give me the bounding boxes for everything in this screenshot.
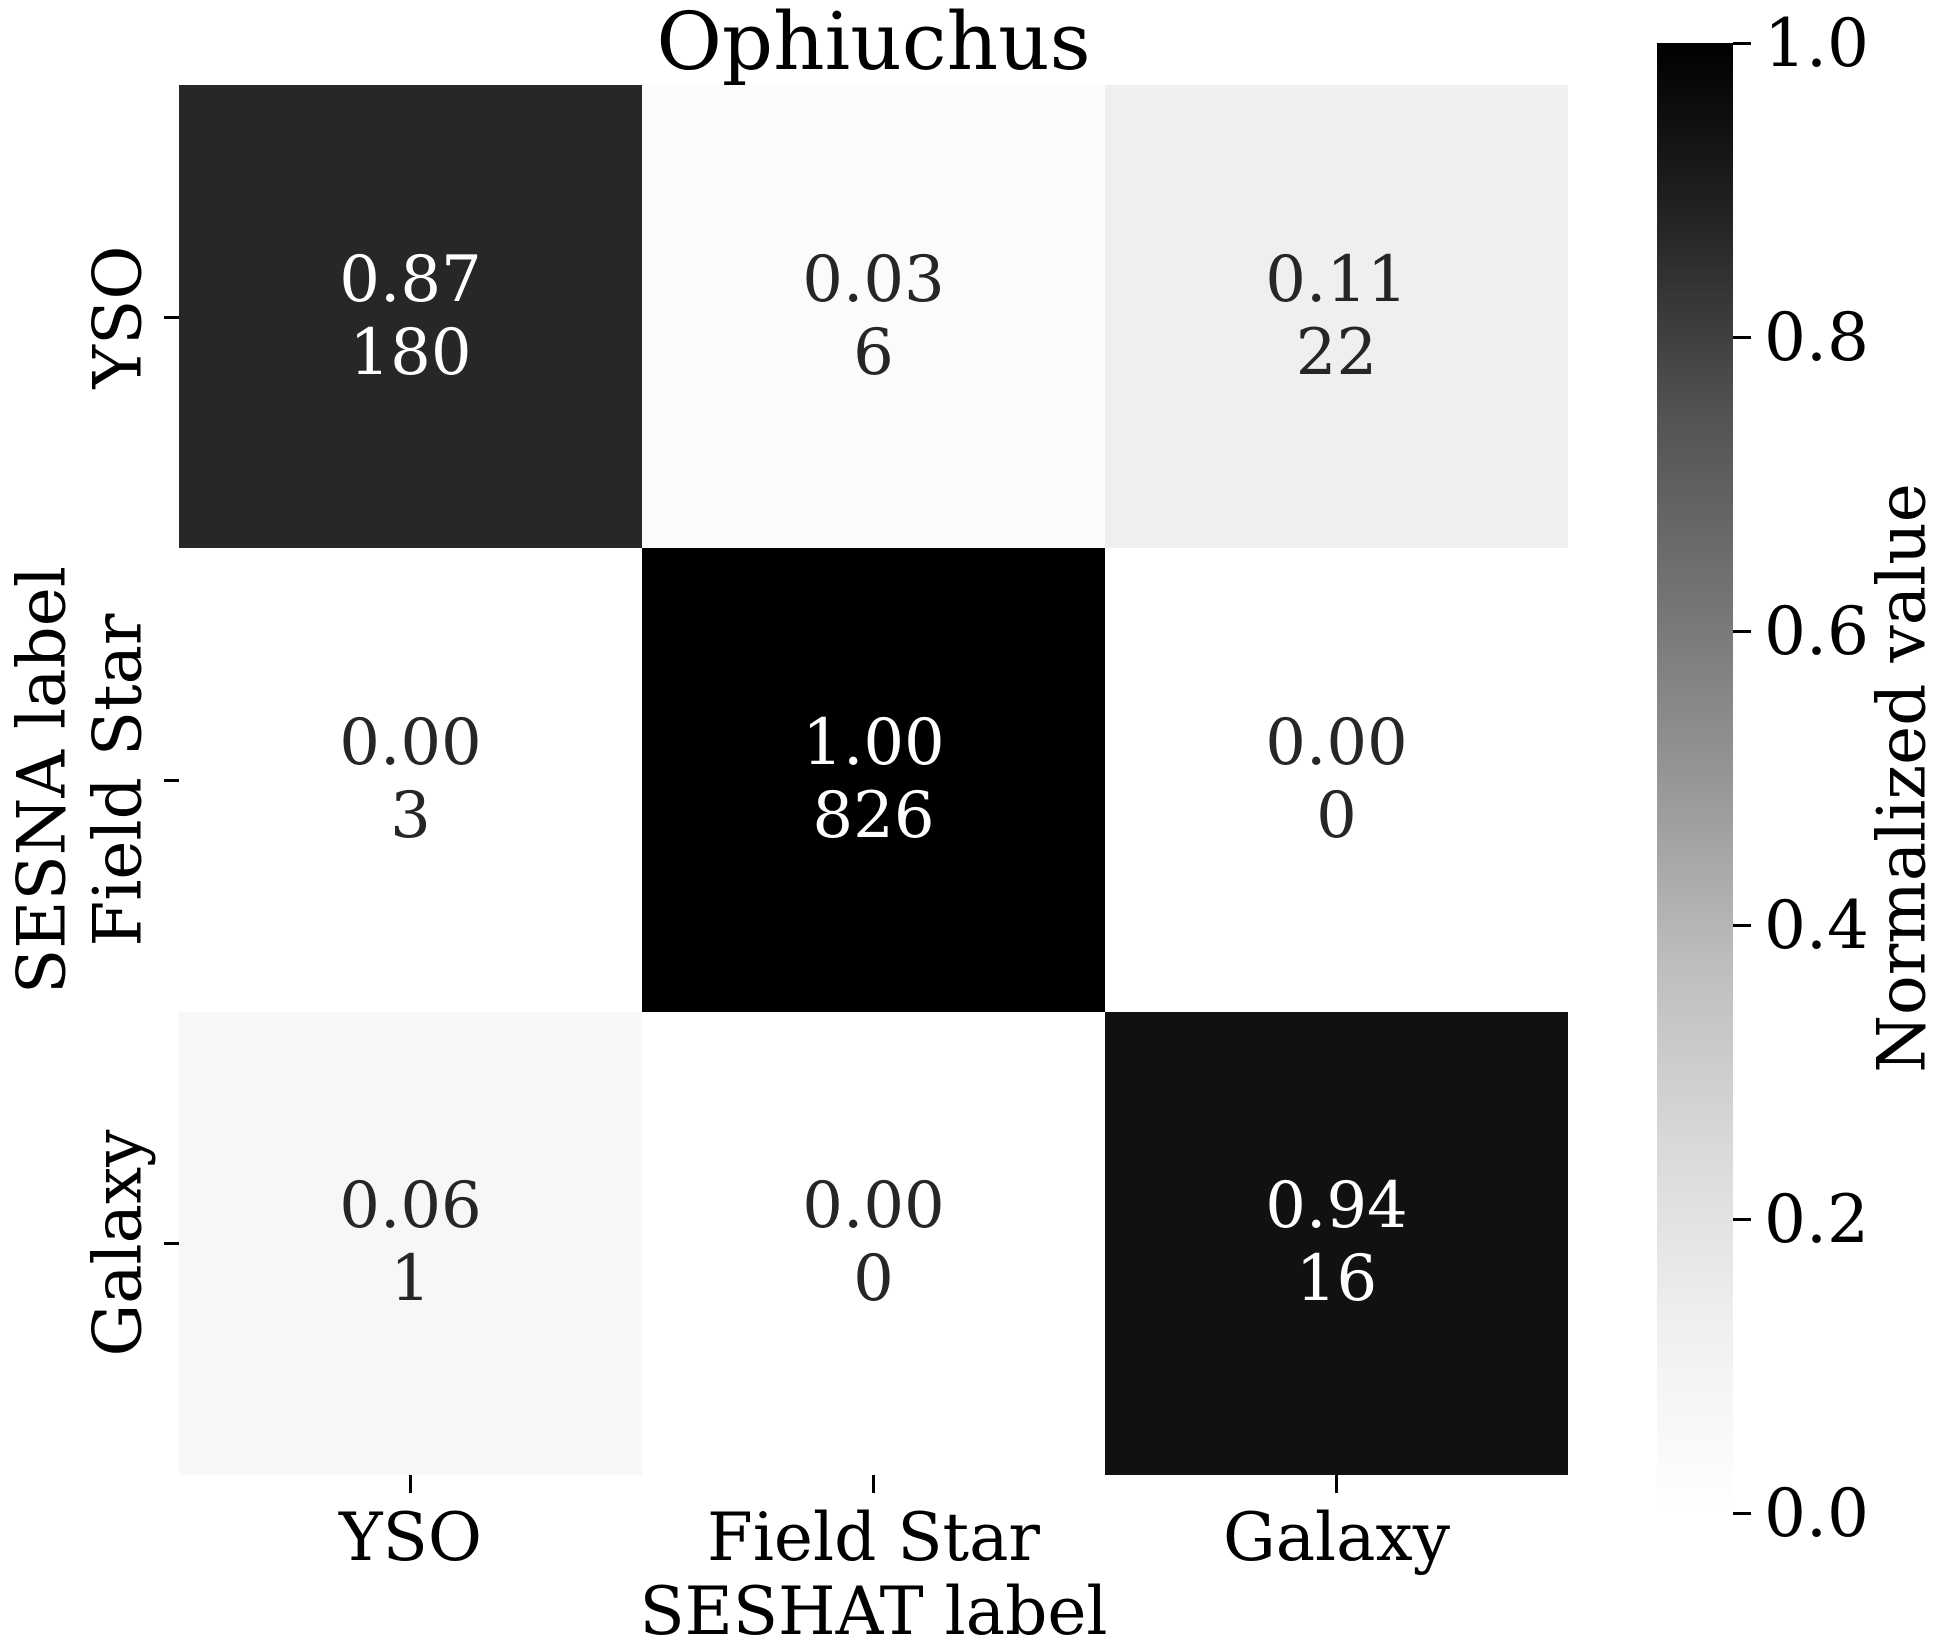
heatmap-cell-r0c2: 0.11 22	[1105, 85, 1568, 549]
x-tick-label-galaxy: Galaxy	[1222, 1498, 1451, 1576]
cell-count-value: 0	[1316, 778, 1357, 853]
cell-normalized-value: 0.87	[339, 242, 482, 317]
colorbar-tick-label-0.4: 0.4	[1764, 886, 1869, 964]
y-tick-label-yso: YSO	[79, 245, 157, 389]
cell-normalized-value: 0.00	[339, 706, 482, 781]
colorbar-tick-label-1.0: 1.0	[1764, 4, 1869, 82]
colorbar-tick-label-0.6: 0.6	[1764, 592, 1869, 670]
colorbar-tick-label-0.8: 0.8	[1764, 298, 1869, 376]
chart-title: Ophiuchus	[656, 0, 1091, 88]
x-tick-label-yso: YSO	[339, 1498, 482, 1576]
colorbar	[1657, 43, 1733, 1513]
cell-count-value: 1	[390, 1242, 431, 1317]
heatmap-cell-r0c0: 0.87 180	[179, 85, 642, 549]
cell-count-value: 3	[390, 778, 431, 853]
heatmap-cell-r1c0: 0.00 3	[179, 548, 642, 1012]
cell-count-value: 6	[853, 315, 894, 390]
heatmap-cell-r1c2: 0.00 0	[1105, 548, 1568, 1012]
x-axis-label: SESHAT label	[639, 1572, 1108, 1642]
heatmap-cell-r2c2: 0.94 16	[1105, 1011, 1568, 1475]
colorbar-tick	[1733, 629, 1751, 633]
x-axis-tick	[1335, 1475, 1338, 1493]
colorbar-tick	[1733, 41, 1751, 45]
cell-normalized-value: 0.03	[802, 242, 945, 317]
cell-count-value: 16	[1295, 1242, 1378, 1317]
heatmap-cell-r2c1: 0.00 0	[642, 1011, 1105, 1475]
cell-normalized-value: 0.94	[1265, 1169, 1408, 1244]
colorbar-tick	[1733, 1217, 1751, 1221]
x-tick-label-field-star: Field Star	[707, 1498, 1040, 1576]
y-axis-tick	[164, 315, 179, 319]
y-tick-label-field-star: Field Star	[79, 613, 157, 947]
colorbar-tick-label-0.0: 0.0	[1764, 1474, 1869, 1552]
cell-normalized-value: 0.00	[802, 1169, 945, 1244]
x-axis-tick	[409, 1475, 412, 1493]
cell-count-value: 180	[349, 315, 472, 390]
y-axis-tick	[164, 1241, 179, 1245]
cell-normalized-value: 0.06	[339, 1169, 482, 1244]
cell-count-value: 0	[853, 1242, 894, 1317]
cell-normalized-value: 0.00	[1265, 706, 1408, 781]
heatmap-cell-r0c1: 0.03 6	[642, 85, 1105, 549]
heatmap-cell-r2c0: 0.06 1	[179, 1011, 642, 1475]
cell-count-value: 826	[812, 778, 935, 853]
cell-normalized-value: 0.11	[1265, 242, 1408, 317]
colorbar-tick-label-0.2: 0.2	[1764, 1180, 1869, 1258]
cell-count-value: 22	[1295, 315, 1378, 390]
cell-normalized-value: 1.00	[802, 706, 945, 781]
y-axis-label: SESNA label	[3, 566, 81, 994]
y-axis-tick	[164, 778, 179, 782]
y-tick-label-galaxy: Galaxy	[79, 1129, 157, 1357]
heatmap-cell-r1c1: 1.00 826	[642, 548, 1105, 1012]
colorbar-label: Normalized value	[1863, 483, 1933, 1073]
colorbar-tick	[1733, 923, 1751, 927]
colorbar-tick	[1733, 335, 1751, 339]
colorbar-tick	[1733, 1511, 1751, 1515]
x-axis-tick	[872, 1475, 875, 1493]
heatmap-grid: 0.87 180 0.03 6 0.11 22 0.00 3 1.00 826 0.00 0 0.06 1…	[179, 85, 1568, 1475]
